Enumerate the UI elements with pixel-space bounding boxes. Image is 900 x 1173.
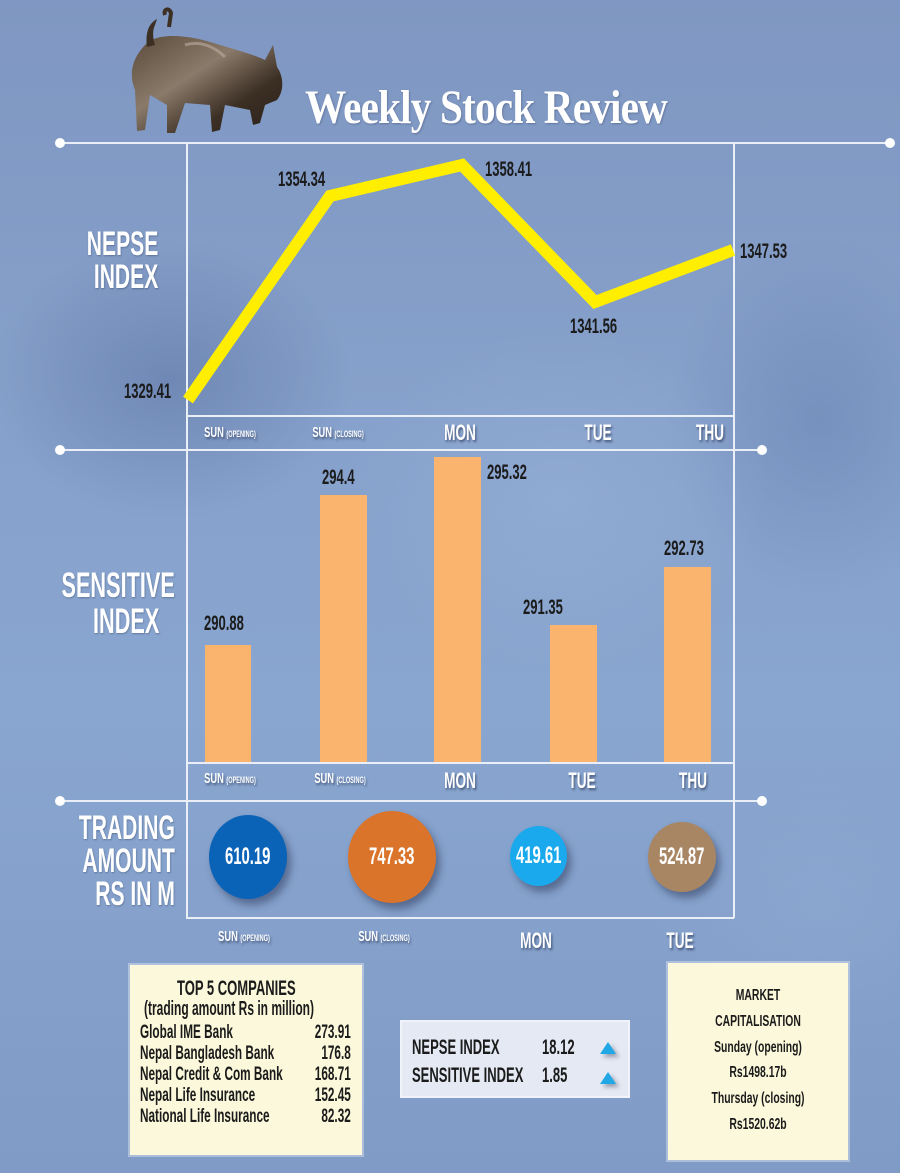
top5-row: Global IME Bank 273.91 [140,1022,351,1043]
nepse-section-label: NEPSE INDEX [86,225,158,296]
top5-row: Nepal Bangladesh Bank 176.8 [140,1043,351,1064]
divider-endpoint [885,138,895,148]
nepse-line-chart [183,158,736,404]
sensitive-axis-line [186,762,734,764]
divider-endpoint [757,796,767,806]
market-cap-title-1: MARKET [735,987,781,1004]
top5-table: Global IME Bank 273.91 Nepal Bangladesh B… [140,1022,351,1127]
top5-title: TOP 5 COMPANIES [177,977,296,1000]
nepse-x-label-1: SUN (CLOSING) [312,424,364,441]
sensitive-section-label: SENSITIVE INDEX [61,566,175,641]
sensitive-x-label-1: SUN (CLOSING) [314,770,366,787]
top5-companies-panel: TOP 5 COMPANIES (trading amount Rs in mi… [130,965,362,1155]
top5-row: National Life Insurance 82.32 [140,1106,351,1127]
nepse-value-2: 1358.41 [485,158,533,181]
change-label-nepse: NEPSE INDEX [412,1036,500,1059]
bull-icon [131,7,283,133]
trading-axis-line [186,917,734,919]
up-triangle-icon [600,1042,616,1054]
trading-bubble-0: 610.19 [209,815,287,899]
nepse-line [183,158,736,404]
divider-endpoint [757,445,767,455]
top5-row: Nepal Credit & Com Bank 168.71 [140,1064,351,1085]
sensitive-bar-4 [664,567,711,762]
top5-row: Nepal Life Insurance 152.45 [140,1085,351,1106]
chart-frame-left [186,143,188,918]
nepse-x-label-2: MON [444,420,476,445]
change-value-nepse: 18.12 [542,1036,575,1059]
sensitive-x-label-4: THU [678,768,708,793]
index-change-box: NEPSE INDEX 18.12 SENSITIVE INDEX 1.85 [400,1020,630,1098]
sensitive-bar-0 [205,645,251,762]
page-title: Weekly Stock Review [305,81,668,134]
trading-x-label-3: TUE [666,928,694,953]
nepse-value-3: 1341.56 [570,315,618,338]
divider-endpoint [55,445,65,455]
trading-bubble-2: 419.61 [510,826,567,886]
nepse-value-1: 1354.34 [278,168,326,191]
nepse-x-label-4: THU [695,420,725,445]
nepse-value-4: 1347.53 [740,240,788,263]
market-cap-panel: MARKET CAPITALISATION Sunday (opening) R… [668,963,848,1160]
sensitive-bar-2 [434,457,481,762]
change-value-sensitive: 1.85 [542,1064,568,1087]
nepse-value-0: 1329.41 [124,380,172,403]
sensitive-value-3: 291.35 [523,596,563,619]
divider-lower [60,800,765,802]
change-label-sensitive: SENSITIVE INDEX [412,1064,524,1087]
sensitive-x-label-0: SUN (OPENING) [204,770,256,787]
market-cap-title-2: CAPITALISATION [715,1013,801,1030]
sensitive-value-2: 295.32 [487,461,527,484]
sensitive-value-1: 294.4 [322,466,355,489]
trading-bubble-3: 524.87 [648,822,716,892]
trading-x-label-0: SUN (OPENING) [218,928,270,945]
market-cap-close-label: Thursday (closing) [711,1090,805,1107]
trading-section-label: TRADING AMOUNT RS IN M [78,809,175,913]
trading-bubble-1: 747.33 [348,811,436,903]
market-cap-open-label: Sunday (opening) [714,1039,802,1056]
market-cap-close-value: Rs1520.62b [729,1116,787,1133]
divider-middle [60,449,765,451]
trading-x-label-2: MON [520,928,552,953]
sensitive-value-4: 292.73 [664,537,704,560]
divider-endpoint [55,138,65,148]
trading-x-label-1: SUN (CLOSING) [358,928,410,945]
nepse-x-label-0: SUN (OPENING) [204,424,256,441]
top5-subtitle: (trading amount Rs in million) [144,998,314,1020]
up-triangle-icon [600,1072,616,1084]
divider-top [60,142,892,144]
sensitive-x-label-2: MON [444,768,476,793]
nepse-x-label-3: TUE [584,420,612,445]
sensitive-value-0: 290.88 [204,612,244,635]
sensitive-x-label-3: TUE [568,768,596,793]
sensitive-bar-1 [320,495,367,762]
market-cap-open-value: Rs1498.17b [729,1064,787,1081]
chart-frame-right [733,143,735,918]
divider-endpoint [55,796,65,806]
nepse-axis-line [186,415,734,417]
sensitive-bar-3 [550,625,597,762]
